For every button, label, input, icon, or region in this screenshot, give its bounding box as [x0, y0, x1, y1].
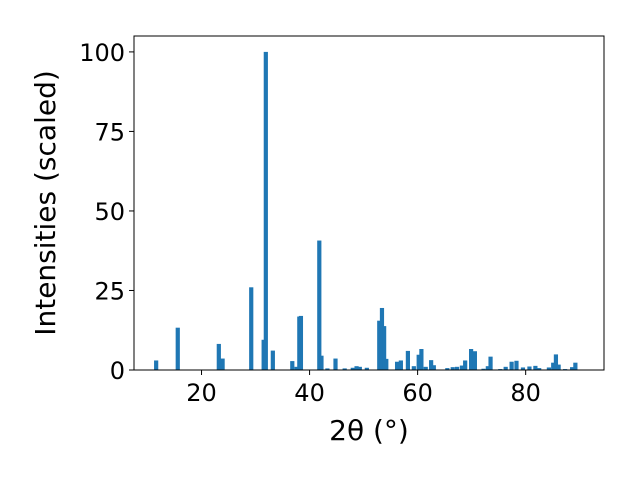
bar	[350, 367, 355, 370]
bar	[398, 360, 403, 370]
x-tick-label: 20	[186, 379, 217, 407]
bar	[394, 361, 400, 370]
bar	[463, 360, 468, 370]
bar	[556, 364, 561, 370]
x-axis-ticks: 20 40 60 80	[186, 370, 541, 407]
bar	[263, 51, 268, 371]
bar	[423, 366, 428, 370]
bar	[411, 366, 416, 370]
bar	[333, 358, 338, 370]
x-tick-label: 80	[510, 379, 541, 407]
bar	[319, 355, 324, 370]
bars-group	[154, 51, 578, 371]
plot-frame	[133, 35, 605, 371]
bar	[419, 349, 424, 370]
bar	[551, 362, 556, 370]
bar	[298, 315, 304, 370]
bar	[354, 366, 359, 370]
bar	[503, 366, 508, 370]
bar	[520, 367, 526, 370]
y-tick-label: 50	[94, 198, 125, 226]
bar	[469, 349, 474, 370]
bar	[317, 240, 322, 370]
x-axis-label: 2θ (°)	[329, 414, 409, 447]
bar	[553, 354, 559, 370]
bar	[154, 360, 159, 370]
bar	[570, 367, 575, 370]
bar	[384, 358, 389, 370]
x-tick-label: 40	[294, 379, 325, 407]
bar	[537, 368, 542, 370]
bar	[249, 287, 254, 370]
bar	[364, 367, 369, 370]
bar	[261, 339, 266, 370]
bar	[459, 365, 465, 370]
bar	[379, 307, 385, 370]
bar	[509, 361, 514, 370]
bar	[533, 365, 538, 370]
bar	[472, 351, 477, 370]
bar	[357, 366, 362, 370]
bar	[294, 366, 299, 370]
y-tick-label: 75	[94, 118, 125, 146]
bar	[175, 327, 180, 370]
bar	[416, 354, 421, 370]
bar	[290, 361, 295, 370]
x-tick-label: 60	[402, 379, 433, 407]
y-axis-label: Intensities (scaled)	[29, 70, 62, 336]
bar	[450, 367, 455, 370]
bar	[382, 326, 387, 370]
bar	[270, 350, 275, 370]
bar	[429, 360, 434, 370]
bar	[488, 356, 493, 370]
bar	[481, 368, 486, 370]
bar	[454, 366, 460, 370]
y-tick-label: 100	[79, 39, 125, 67]
bar	[573, 362, 578, 370]
bar	[342, 368, 347, 370]
bar	[514, 360, 519, 370]
y-axis-ticks: 0 25 50 75 100	[79, 39, 134, 385]
bar	[445, 368, 450, 370]
bar	[431, 365, 436, 370]
bar	[485, 366, 490, 370]
y-tick-label: 0	[110, 357, 125, 385]
bar	[546, 367, 551, 370]
y-tick-label: 25	[94, 277, 125, 305]
bar	[216, 343, 221, 370]
bar	[527, 366, 532, 370]
bar	[325, 368, 330, 370]
bar	[405, 350, 410, 370]
bar	[377, 320, 382, 370]
bar	[220, 358, 225, 370]
